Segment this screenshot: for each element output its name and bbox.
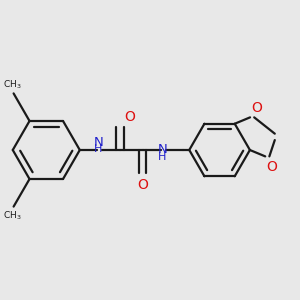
Text: O: O [137,178,148,192]
Text: N: N [157,143,167,157]
Text: H: H [94,144,103,154]
Text: O: O [251,101,262,115]
Text: CH$_3$: CH$_3$ [3,78,22,91]
Text: O: O [124,110,135,124]
Text: CH$_3$: CH$_3$ [3,209,22,222]
Text: H: H [158,152,166,162]
Text: O: O [266,160,278,174]
Text: N: N [93,136,103,149]
